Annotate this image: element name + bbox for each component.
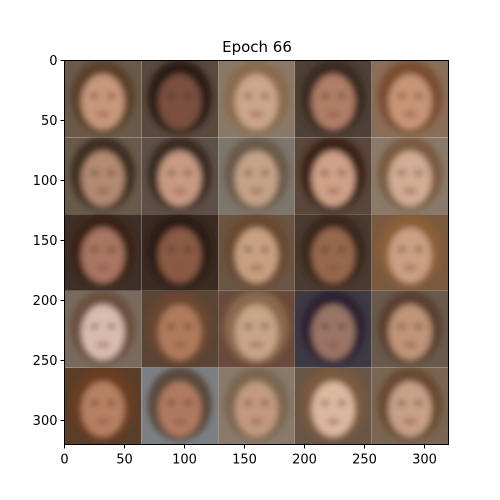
generated-face-tile [294,367,372,445]
generated-face-tile [294,214,372,291]
generated-face-tile [141,137,219,215]
generated-face-tile [218,60,295,138]
y-tick-label: 200 [33,294,58,309]
x-tick-label: 200 [292,453,317,468]
generated-face-tile [218,290,295,368]
y-axis: 0 50 100 150 200 250 300 [33,54,65,429]
x-tick-label: 100 [172,453,197,468]
generated-face-tile [218,137,295,215]
x-axis: 0 50 100 150 200 250 300 [60,444,437,468]
generated-face-tile [141,60,219,138]
generated-face-tile [371,137,449,215]
generated-face-tile [371,367,449,445]
generated-face-tile [218,367,295,445]
x-tick-label: 50 [116,453,133,468]
generated-face-tile [294,60,372,138]
generated-face-tile [371,214,449,291]
x-tick-label: 150 [232,453,257,468]
y-tick-label: 50 [41,114,58,129]
generated-face-tile [218,214,295,291]
plot-frame [64,60,449,445]
y-tick-label: 150 [33,234,58,249]
generated-face-tile [371,60,449,138]
generated-face-tile [64,290,142,368]
generated-face-tile [141,214,219,291]
x-tick-label: 250 [352,453,377,468]
generated-face-tile [141,367,219,445]
generated-face-tile [371,290,449,368]
x-tick-label: 0 [60,453,68,468]
image-grid [64,60,449,445]
generated-face-tile [64,60,142,138]
generated-face-tile [294,137,372,215]
generated-face-tile [64,137,142,215]
generated-face-tile [64,367,142,445]
figure-title: Epoch 66 [222,38,292,56]
y-tick-label: 300 [33,414,58,429]
generated-face-tile [294,290,372,368]
generated-face-tile [64,214,142,291]
x-tick-label: 300 [412,453,437,468]
generated-face-tile [141,290,219,368]
y-tick-label: 0 [49,54,57,69]
y-tick-label: 250 [33,354,58,369]
y-tick-label: 100 [33,174,58,189]
